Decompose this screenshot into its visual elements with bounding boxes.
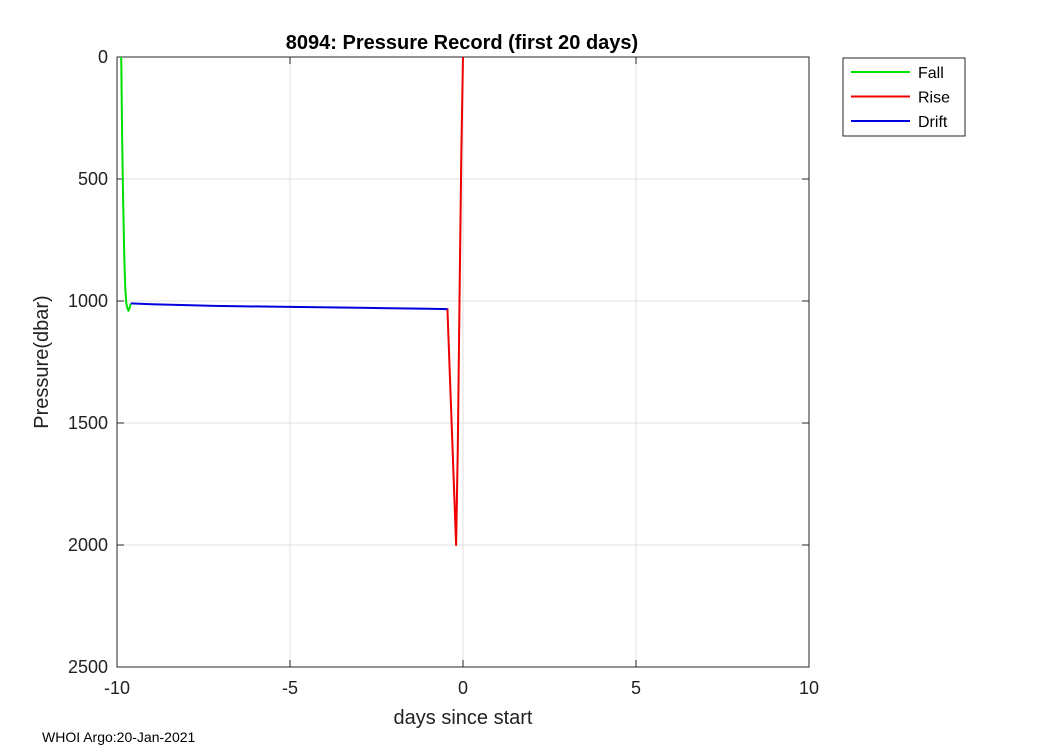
axis-ticks: -10 -5 0 5 10 0 500 1000 1500 2000 2500 [68, 47, 819, 698]
y-tick-label: 500 [78, 169, 108, 189]
footer-stamp: WHOI Argo:20-Jan-2021 [42, 729, 196, 745]
legend: Fall Rise Drift [842, 57, 966, 137]
series-line-fall [120, 56, 132, 312]
series-line-rise [446, 56, 464, 546]
y-tick-label: 1000 [68, 291, 108, 311]
legend-label-rise: Rise [918, 90, 950, 107]
x-axis-label: days since start [394, 707, 533, 729]
y-tick-label: 1500 [68, 413, 108, 433]
y-tick-label: 2000 [68, 535, 108, 555]
x-tick-label: 5 [631, 678, 641, 698]
x-tick-label: -10 [104, 678, 130, 698]
x-tick-label: 0 [458, 678, 468, 698]
y-axis-label: Pressure(dbar) [31, 295, 53, 428]
x-tick-label: 10 [799, 678, 819, 698]
series-lines [120, 56, 464, 546]
x-tick-label: -5 [282, 678, 298, 698]
legend-label-fall: Fall [918, 65, 944, 82]
chart-title: 8094: Pressure Record (first 20 days) [286, 32, 638, 54]
y-tick-label: 2500 [68, 657, 108, 677]
y-tick-label: 0 [98, 47, 108, 67]
legend-label-drift: Drift [918, 114, 948, 131]
series-line-drift [130, 302, 448, 311]
